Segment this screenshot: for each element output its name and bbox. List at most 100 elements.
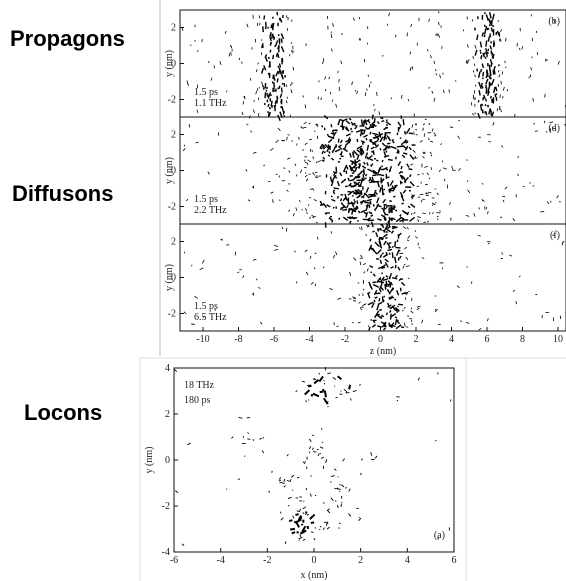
field-arrow [366, 88, 368, 91]
field-arrow [371, 114, 374, 120]
field-arrow [429, 140, 434, 143]
field-arrow [279, 481, 283, 484]
field-arrow [351, 194, 354, 197]
field-arrow [492, 55, 495, 60]
field-arrow [358, 162, 361, 165]
field-arrow [356, 138, 359, 143]
field-arrow [310, 281, 314, 285]
field-arrow [372, 203, 375, 207]
field-arrow [338, 522, 341, 525]
field-arrow [331, 129, 335, 137]
field-arrow [360, 189, 363, 195]
panel-time: 1.5 ps [194, 87, 218, 98]
field-arrow [269, 36, 272, 42]
field-arrow [296, 174, 298, 177]
field-arrow [313, 267, 316, 270]
field-arrow [443, 178, 446, 182]
field-arrow [286, 479, 291, 482]
field-arrow [388, 252, 391, 255]
field-arrow [472, 112, 474, 116]
field-arrow [400, 181, 403, 184]
field-arrow [365, 187, 370, 193]
field-arrow [386, 302, 390, 306]
field-arrow [424, 118, 427, 121]
field-arrow [345, 138, 352, 143]
field-arrow [349, 152, 352, 158]
field-arrow [396, 319, 399, 322]
field-arrow [403, 176, 409, 183]
field-arrow [196, 109, 199, 114]
field-arrow [487, 87, 490, 94]
field-arrow [306, 513, 310, 516]
field-arrow [183, 311, 187, 315]
field-arrow [376, 304, 380, 311]
field-arrow [499, 94, 501, 98]
field-arrow [489, 95, 493, 99]
field-arrow [430, 154, 433, 157]
class-label: Locons [24, 400, 102, 425]
field-arrow [331, 198, 336, 202]
field-arrow [267, 111, 269, 114]
field-arrow [207, 171, 210, 175]
field-arrow [285, 227, 288, 232]
field-arrow [372, 123, 375, 126]
field-arrow [367, 217, 371, 221]
field-arrow [350, 184, 357, 188]
field-arrow [382, 146, 389, 151]
field-arrow [304, 389, 311, 396]
field-arrow [325, 89, 327, 92]
field-arrow [369, 131, 372, 135]
field-arrow [267, 56, 270, 60]
field-arrow [312, 188, 315, 191]
field-arrow [403, 263, 406, 266]
field-arrow [354, 189, 358, 193]
field-arrow [292, 66, 294, 71]
field-arrow [260, 39, 263, 41]
field-arrow [315, 123, 319, 126]
field-arrow [373, 289, 378, 296]
field-arrow [213, 65, 216, 69]
field-arrow [417, 218, 420, 222]
field-arrow [378, 308, 383, 311]
field-arrow [411, 194, 416, 199]
field-arrow [326, 526, 330, 530]
field-arrow [398, 171, 402, 175]
field-arrow [282, 70, 285, 75]
field-arrow [487, 18, 491, 23]
field-arrow [487, 104, 490, 108]
field-arrow [313, 537, 316, 541]
field-arrow [269, 31, 272, 38]
field-arrow [491, 78, 495, 86]
field-arrow [451, 165, 454, 170]
field-arrow [342, 197, 347, 202]
field-arrow [352, 150, 359, 156]
field-arrow [306, 525, 310, 530]
field-arrow [399, 191, 404, 198]
y-tick-label: -2 [168, 309, 176, 320]
field-arrow [465, 59, 468, 64]
field-arrow [246, 123, 249, 126]
field-arrow [208, 60, 210, 64]
field-arrow [476, 68, 479, 72]
field-arrow [412, 204, 415, 208]
field-arrow [383, 233, 388, 238]
field-arrow [356, 171, 363, 177]
field-arrow [353, 207, 359, 213]
field-arrow [372, 273, 376, 277]
field-arrow [278, 479, 282, 482]
field-arrow [425, 193, 429, 195]
field-arrow [201, 38, 203, 43]
field-arrow [382, 198, 387, 204]
field-arrow [532, 98, 535, 102]
field-arrow [502, 96, 504, 99]
field-arrow [276, 78, 279, 83]
field-arrow [259, 321, 263, 325]
field-arrow [319, 203, 325, 206]
field-arrow [323, 151, 326, 154]
field-arrow [324, 212, 327, 215]
field-arrow [237, 271, 240, 274]
field-arrow [362, 119, 367, 124]
field-arrow [330, 124, 333, 128]
field-arrow [356, 195, 361, 199]
